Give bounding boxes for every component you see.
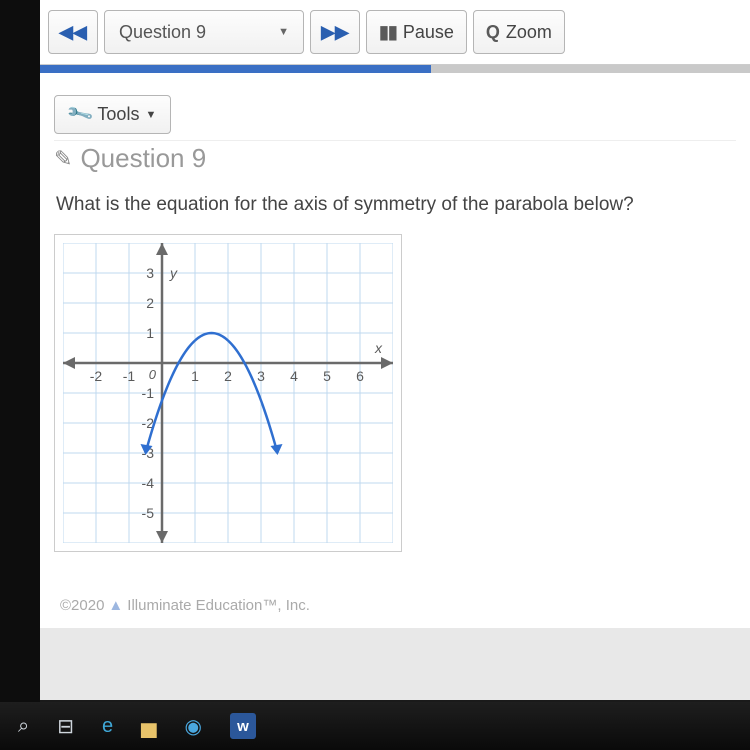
svg-text:x: x xyxy=(374,340,383,356)
svg-text:0: 0 xyxy=(149,367,157,382)
svg-text:2: 2 xyxy=(224,368,232,384)
rewind-icon: ◀◀ xyxy=(59,22,87,43)
pencil-icon: ✎ xyxy=(54,146,72,172)
edge-icon[interactable]: e xyxy=(102,715,113,738)
svg-text:5: 5 xyxy=(323,368,331,384)
svg-text:-4: -4 xyxy=(142,475,155,491)
zoom-label: Zoom xyxy=(506,22,552,43)
svg-text:1: 1 xyxy=(146,325,154,341)
progress-fill xyxy=(40,65,431,73)
copyright-footer: ©2020 ▲ Illuminate Education™, Inc. xyxy=(54,597,736,614)
svg-text:2: 2 xyxy=(146,295,154,311)
svg-text:-5: -5 xyxy=(142,505,155,521)
svg-text:3: 3 xyxy=(146,265,154,281)
svg-text:-2: -2 xyxy=(90,368,103,384)
tools-dropdown[interactable]: 🔧 Tools ▼ xyxy=(54,95,171,134)
chevron-down-icon: ▼ xyxy=(278,26,289,38)
chart-svg: -2-1123456321-1-2-3-4-50xy xyxy=(63,243,393,543)
search-icon[interactable]: ⌕ xyxy=(18,715,29,738)
question-header-text: Question 9 xyxy=(80,143,206,174)
wrench-icon: 🔧 xyxy=(65,100,95,129)
svg-text:4: 4 xyxy=(290,368,298,384)
zoom-button[interactable]: Q Zoom xyxy=(473,10,565,54)
search-icon: Q xyxy=(486,22,500,43)
mail-icon[interactable]: ◉ xyxy=(184,714,201,739)
question-selector-label: Question 9 xyxy=(119,22,206,43)
folder-icon[interactable]: ▅ xyxy=(141,714,156,739)
question-text: What is the equation for the axis of sym… xyxy=(56,194,734,216)
tools-label: Tools xyxy=(97,104,139,125)
next-button[interactable]: ▶▶ xyxy=(310,10,360,54)
top-toolbar: ◀◀ Question 9 ▼ ▶▶ ▮▮ Pause Q Zoom xyxy=(40,0,750,65)
copyright-year: ©2020 xyxy=(60,597,104,614)
svg-text:-1: -1 xyxy=(123,368,136,384)
company-name: Illuminate Education™, Inc. xyxy=(127,597,310,614)
svg-text:1: 1 xyxy=(191,368,199,384)
svg-text:3: 3 xyxy=(257,368,265,384)
logo-icon: ▲ xyxy=(108,597,123,614)
pause-icon: ▮▮ xyxy=(379,22,397,43)
pause-button[interactable]: ▮▮ Pause xyxy=(366,10,467,54)
task-view-icon[interactable]: ⊟ xyxy=(57,714,74,739)
taskbar: ⌕ ⊟ e ▅ ◉ w xyxy=(0,702,750,750)
parabola-chart: -2-1123456321-1-2-3-4-50xy xyxy=(54,234,402,552)
question-header: ✎ Question 9 xyxy=(54,140,736,174)
content-area: 🔧 Tools ▼ ✎ Question 9 What is the equat… xyxy=(40,73,750,628)
word-icon[interactable]: w xyxy=(230,713,256,739)
pause-label: Pause xyxy=(403,22,454,43)
chevron-down-icon: ▼ xyxy=(145,109,156,121)
svg-text:6: 6 xyxy=(356,368,364,384)
svg-text:y: y xyxy=(169,265,178,281)
progress-bar xyxy=(40,65,750,73)
svg-text:-1: -1 xyxy=(142,385,155,401)
forward-icon: ▶▶ xyxy=(321,22,349,43)
question-dropdown[interactable]: Question 9 ▼ xyxy=(104,10,304,54)
prev-button[interactable]: ◀◀ xyxy=(48,10,98,54)
